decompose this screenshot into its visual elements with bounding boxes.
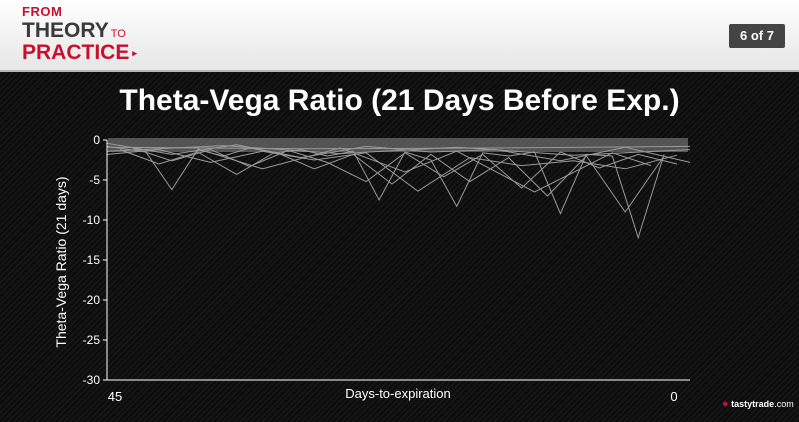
logo-line3: PRACTICE ▸ <box>22 42 137 63</box>
y-axis-label: Theta-Vega Ratio (21 days) <box>53 176 69 347</box>
series-line-2 <box>119 149 665 213</box>
page-indicator: 6 of 7 <box>729 24 785 48</box>
series-line-8 <box>106 145 691 156</box>
play-arrow-icon: ▸ <box>132 47 137 58</box>
y-tick-label: -15 <box>83 253 101 267</box>
cherry-icon: ● <box>722 398 729 410</box>
logo-line2: THEORY TO <box>22 20 137 41</box>
noise-band <box>108 138 688 152</box>
logo-line2-text: THEORY <box>22 19 109 42</box>
logo-line3-text: PRACTICE <box>22 41 130 64</box>
y-tick-label: -20 <box>83 293 101 307</box>
logo-line2-small: TO <box>110 28 126 40</box>
series-line-4 <box>106 149 678 192</box>
brand-name: tastytrade <box>731 399 775 409</box>
y-tick-label: -30 <box>83 373 101 387</box>
x-axis-label: Days-to-expiration <box>345 386 451 401</box>
brand-logo: ● tastytrade.com <box>722 398 794 410</box>
x-ticks: 45 0 <box>108 389 678 404</box>
slide-background <box>0 72 799 422</box>
header-bar: FROM THEORY TO PRACTICE ▸ 6 of 7 <box>0 0 799 72</box>
series-line-7 <box>197 147 652 193</box>
y-tick-label: -25 <box>83 333 101 347</box>
y-tick-label: 0 <box>93 133 100 147</box>
series-layer <box>106 142 691 240</box>
y-tick-label: -10 <box>83 213 101 227</box>
x-tick-label: 0 <box>670 389 677 404</box>
series-line-5 <box>106 145 691 150</box>
chart-title: Theta-Vega Ratio (21 Days Before Exp.) <box>119 84 680 117</box>
logo: FROM THEORY TO PRACTICE ▸ <box>22 5 137 63</box>
brand-suffix: .com <box>774 399 794 409</box>
logo-line1: FROM <box>22 4 63 19</box>
x-tick-label: 45 <box>108 389 122 404</box>
y-tick-label: -5 <box>89 173 100 187</box>
y-ticks: 0 -5 -10 -15 -20 -25 -30 <box>83 133 107 387</box>
